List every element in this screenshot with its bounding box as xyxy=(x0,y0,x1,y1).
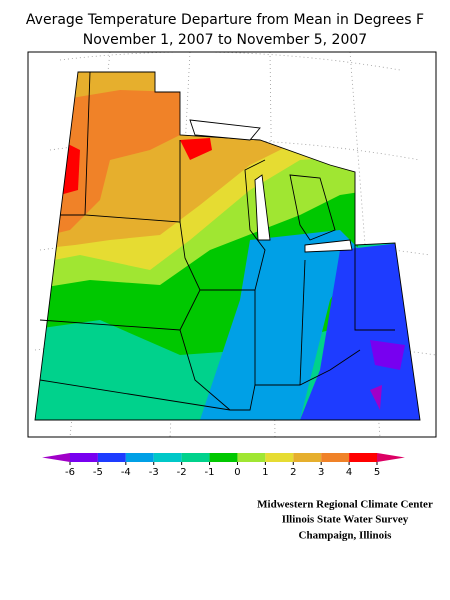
state-boundaries xyxy=(34,71,421,421)
legend-bin xyxy=(265,453,294,462)
map-area xyxy=(27,51,437,438)
legend-tick-label: -4 xyxy=(121,467,131,478)
legend-bin xyxy=(209,453,238,462)
credit-line: Champaign, Illinois xyxy=(299,530,393,542)
legend-tick-label: 1 xyxy=(262,467,268,478)
legend-bin xyxy=(377,453,405,462)
legend-tick-label: -3 xyxy=(149,467,159,478)
legend-tick-label: 5 xyxy=(374,467,380,478)
legend-tick-label: 2 xyxy=(290,467,296,478)
legend-bin xyxy=(153,453,182,462)
legend-bin xyxy=(237,453,266,462)
credit-line: Midwestern Regional Climate Center xyxy=(257,499,433,511)
legend-bin xyxy=(70,453,98,462)
legend-tick-label: -6 xyxy=(65,467,75,478)
legend-bin xyxy=(349,453,377,462)
title-line: November 1, 2007 to November 5, 2007 xyxy=(83,32,367,48)
credit-line: Illinois State Water Survey xyxy=(282,514,409,526)
title-line: Average Temperature Departure from Mean … xyxy=(26,12,424,28)
legend-tick-label: 3 xyxy=(318,467,324,478)
legend-bin xyxy=(321,453,350,462)
legend-tick-label: 4 xyxy=(346,467,352,478)
legend-bin xyxy=(42,453,70,462)
legend-tick-label: -1 xyxy=(205,467,215,478)
legend-tick-label: -2 xyxy=(177,467,187,478)
temperature-field xyxy=(35,72,420,420)
legend-bin xyxy=(293,453,322,462)
legend-bin xyxy=(97,453,126,462)
legend-bin xyxy=(125,453,154,462)
legend-tick-label: -5 xyxy=(93,467,103,478)
map-frame xyxy=(27,51,437,438)
color-legend: -6 -5 -4 -3 -2 -1 0 1 2 3 4 5 xyxy=(42,453,405,478)
legend-bin xyxy=(181,453,210,462)
legend-tick-label: 0 xyxy=(234,467,240,478)
